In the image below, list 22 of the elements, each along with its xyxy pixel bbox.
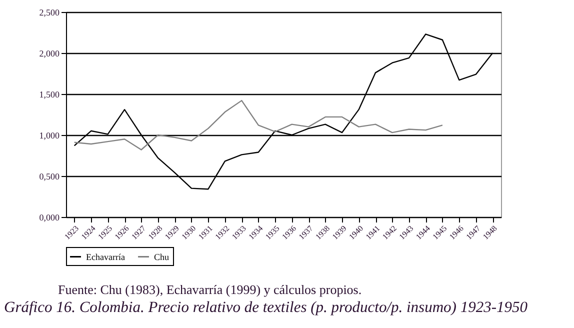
y-tick-label: 0,000 <box>39 212 60 222</box>
y-tick-label: 1,500 <box>39 90 60 100</box>
y-tick-label: 2,500 <box>39 8 60 18</box>
x-tick-label: 1940 <box>347 224 365 242</box>
x-tick-label: 1943 <box>397 224 416 242</box>
source-note: Fuente: Chu (1983), Echavarría (1999) y cálculos propios. <box>58 282 363 298</box>
x-tick-label: 1923 <box>62 224 81 242</box>
x-tick-label: 1931 <box>196 224 214 242</box>
x-tick-label: 1930 <box>180 224 198 242</box>
text: Gráfico 16. Colombia. Precio relativo de textiles (p. producto/p. insumo) 1923-1950 <box>4 298 528 317</box>
x-tick-label: 1939 <box>330 224 348 242</box>
x-tick-label: 1929 <box>163 224 181 242</box>
line-series <box>74 100 444 150</box>
legend-label: Echavarría <box>86 252 125 262</box>
x-tick-label: 1933 <box>230 224 248 242</box>
x-tick-label: 1932 <box>213 224 232 242</box>
y-tick-label: 2,000 <box>39 48 60 58</box>
x-tick-label: 1942 <box>380 224 398 242</box>
y-tick-label: 1,000 <box>39 130 60 140</box>
y-tick-label: 0,500 <box>39 172 60 182</box>
x-tick-label: 1941 <box>364 224 382 242</box>
legend-label: Chu <box>154 252 170 262</box>
